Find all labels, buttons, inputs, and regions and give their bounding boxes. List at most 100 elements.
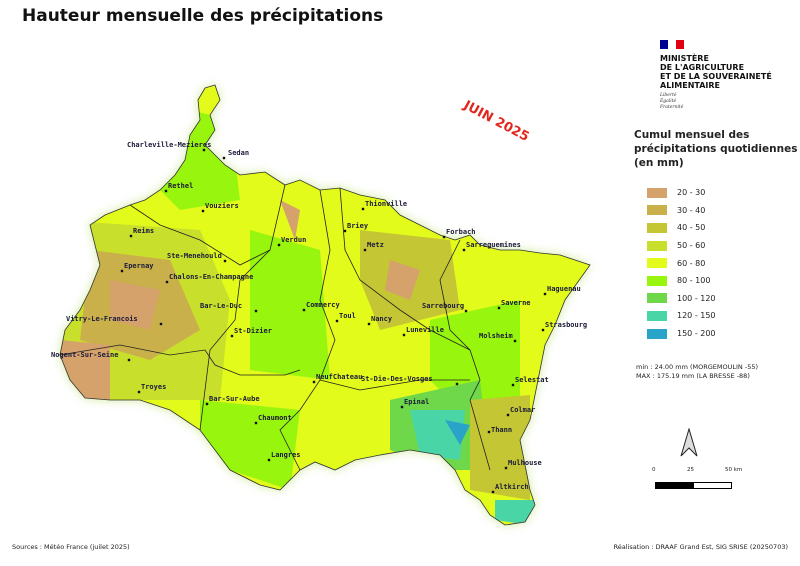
city-marker bbox=[254, 421, 258, 425]
city-label: Luneville bbox=[406, 326, 444, 334]
legend-item: 40 - 50 bbox=[647, 219, 716, 237]
city-label: Reims bbox=[133, 227, 154, 235]
city-marker bbox=[205, 402, 209, 406]
legend-swatch bbox=[647, 328, 667, 339]
city-label: Epinal bbox=[404, 398, 429, 406]
ministry-line: DE L'AGRICULTURE bbox=[660, 63, 745, 72]
city-label: Bar-Sur-Aube bbox=[209, 395, 260, 403]
city: Troyes bbox=[137, 383, 166, 394]
ministry-line: ALIMENTAIRE bbox=[660, 81, 721, 90]
city-marker bbox=[400, 405, 404, 409]
city-marker bbox=[222, 156, 226, 160]
city-label: Colmar bbox=[510, 406, 535, 414]
legend-swatch bbox=[647, 222, 667, 233]
city: Ste-Menehould bbox=[167, 252, 227, 263]
city-label: Chalons-En-Champagne bbox=[169, 273, 253, 281]
legend-label: 20 - 30 bbox=[677, 188, 706, 198]
city-marker bbox=[462, 248, 466, 252]
city: Reims bbox=[129, 227, 154, 238]
city-label: Forbach bbox=[446, 228, 476, 236]
city-label: Thann bbox=[491, 426, 512, 434]
motto-line: Liberté bbox=[660, 93, 677, 98]
source-note: Sources : Météo France (juilet 2025) bbox=[12, 543, 130, 551]
legend-swatch bbox=[647, 293, 667, 304]
city-label: Vitry-Le-Francois bbox=[66, 315, 138, 323]
legend-item: 50 - 60 bbox=[647, 237, 716, 255]
city-marker bbox=[343, 229, 347, 233]
city: Vitry-Le-Francois bbox=[66, 315, 163, 326]
legend-label: 100 - 120 bbox=[677, 293, 716, 303]
legend-swatch bbox=[647, 258, 667, 269]
city-label: St-Die-Des-Vosges bbox=[361, 375, 433, 383]
city-marker bbox=[491, 490, 495, 494]
legend-title: Cumul mensuel des précipitations quotidi… bbox=[634, 129, 798, 169]
city: Selestat bbox=[511, 376, 549, 387]
city-label: Troyes bbox=[141, 383, 166, 391]
legend-item: 120 - 150 bbox=[647, 307, 716, 325]
legend-label: 30 - 40 bbox=[677, 205, 706, 215]
city: Colmar bbox=[506, 406, 535, 417]
motto-line: Fraternité bbox=[660, 105, 684, 110]
city-marker bbox=[254, 309, 258, 313]
city-label: Nancy bbox=[371, 315, 393, 323]
city: Bar-Sur-Aube bbox=[205, 395, 260, 406]
city-label: Thionville bbox=[365, 200, 407, 208]
city-label: St-Dizier bbox=[234, 327, 272, 335]
city: Sarrebourg bbox=[422, 302, 468, 313]
legend-item: 150 - 200 bbox=[647, 325, 716, 343]
legend-label: 50 - 60 bbox=[677, 241, 706, 251]
city-marker bbox=[223, 259, 227, 263]
region-border bbox=[59, 84, 591, 526]
min-max-stats: min : 24.00 mm (MORGEMOULIN -55) MAX : 1… bbox=[636, 363, 758, 381]
city-marker bbox=[442, 235, 446, 239]
city-label: Sedan bbox=[228, 149, 249, 157]
city-label: Vouziers bbox=[205, 202, 239, 210]
scale-tick: 50 km bbox=[725, 467, 743, 473]
city-label: Rethel bbox=[168, 182, 193, 190]
city-marker bbox=[335, 319, 339, 323]
legend-swatch bbox=[647, 240, 667, 251]
city-label: Epernay bbox=[124, 262, 154, 270]
city: Epinal bbox=[400, 398, 429, 409]
city: Nancy bbox=[367, 315, 393, 326]
city-label: Verdun bbox=[281, 236, 306, 244]
flag-icon bbox=[660, 40, 684, 49]
city-marker bbox=[277, 243, 281, 247]
city-label: Briey bbox=[347, 222, 369, 230]
motto: Liberté Égalité Fraternité bbox=[660, 93, 772, 111]
city-label: Metz bbox=[367, 241, 384, 249]
city: Mulhouse bbox=[504, 459, 542, 470]
city: Strasbourg bbox=[541, 321, 587, 332]
motto-line: Égalité bbox=[660, 99, 677, 104]
city: Commercy bbox=[302, 301, 341, 312]
city-marker bbox=[127, 358, 131, 362]
legend-swatch bbox=[647, 187, 667, 198]
city: Nogent-Sur-Seine bbox=[51, 351, 131, 362]
legend-label: 150 - 200 bbox=[677, 329, 716, 339]
city: Briey bbox=[343, 222, 369, 233]
ministry-logo: MINISTÈRE DE L'AGRICULTURE ET DE LA SOUV… bbox=[660, 40, 772, 111]
city: St-Die-Des-Vosges bbox=[361, 375, 459, 386]
city-label: NeufChateau bbox=[316, 373, 362, 381]
city-label: Haguenau bbox=[547, 285, 581, 293]
legend-item: 20 - 30 bbox=[647, 184, 716, 202]
city: Thionville bbox=[361, 200, 407, 211]
city-marker bbox=[164, 189, 168, 193]
legend-item: 60 - 80 bbox=[647, 254, 716, 272]
city: Vouziers bbox=[201, 202, 239, 213]
city: Rethel bbox=[164, 182, 193, 193]
legend-label: 120 - 150 bbox=[677, 311, 716, 321]
city-labels: Charleville-Mezieres Sedan Rethel Vouziers R… bbox=[51, 141, 587, 494]
city-label: Molsheim bbox=[479, 332, 513, 340]
city-marker bbox=[506, 413, 510, 417]
city: Luneville bbox=[402, 326, 444, 337]
city-marker bbox=[497, 306, 501, 310]
city-marker bbox=[543, 292, 547, 296]
city-marker bbox=[202, 148, 206, 152]
legend-label: 60 - 80 bbox=[677, 258, 706, 268]
ministry-name: MINISTÈRE DE L'AGRICULTURE ET DE LA SOUV… bbox=[660, 54, 772, 90]
city: Altkirch bbox=[491, 483, 529, 494]
ministry-line: MINISTÈRE bbox=[660, 54, 709, 63]
city: Sarreguemines bbox=[462, 241, 521, 252]
